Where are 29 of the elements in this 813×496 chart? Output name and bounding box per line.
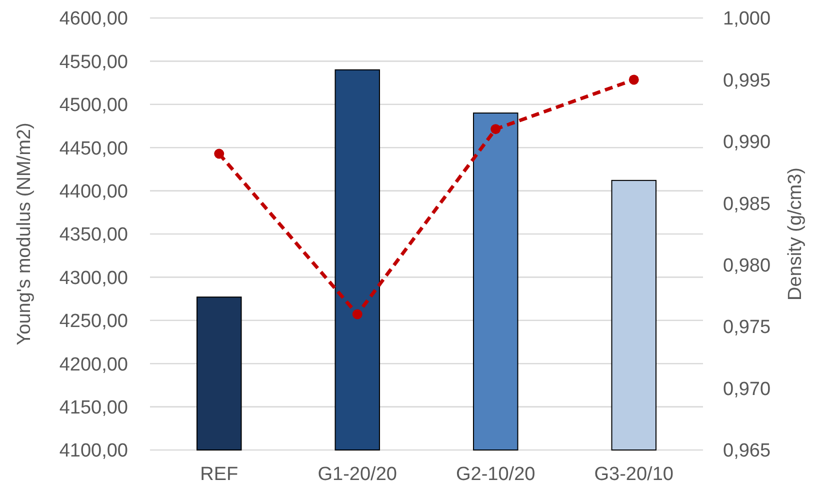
y-tick-label: 4400,00 xyxy=(59,181,128,202)
y-tick-label: 4150,00 xyxy=(59,397,128,418)
x-tick-label: REF xyxy=(200,464,238,485)
y-tick-label: 4450,00 xyxy=(59,138,128,160)
y2-axis-title: Density (g/cm3) xyxy=(785,167,806,301)
x-tick-label: G2-10/20 xyxy=(456,464,536,485)
y2-tick-label: 0,980 xyxy=(723,256,771,277)
y-tick-label: 4500,00 xyxy=(59,95,128,116)
point xyxy=(628,74,639,85)
y-tick-label: 4100,00 xyxy=(59,440,128,462)
y-tick-label: 4200,00 xyxy=(59,354,128,376)
y2-tick-label: 0,995 xyxy=(723,70,771,92)
point xyxy=(490,124,501,134)
y2-tick-label: 0,965 xyxy=(723,440,771,462)
x-tick-label: G3-20/10 xyxy=(594,464,674,485)
point xyxy=(214,148,224,159)
y2-tick-label: 0,975 xyxy=(723,317,771,338)
y2-tick-label: 0,985 xyxy=(723,194,771,215)
y-tick-label: 4550,00 xyxy=(59,52,128,73)
y-tick-label: 4600,00 xyxy=(59,8,128,30)
y2-tick-label: 0,990 xyxy=(723,132,771,154)
x-tick-label: G1-20/20 xyxy=(318,464,397,485)
y2-tick-label: 0,970 xyxy=(723,378,771,400)
y2-tick-label: 1,000 xyxy=(723,8,771,30)
point xyxy=(352,309,362,320)
y-axis-title: Young's modulus (NM/m2) xyxy=(14,122,35,346)
y-tick-label: 4250,00 xyxy=(59,311,128,332)
y-tick-label: 4350,00 xyxy=(59,224,128,246)
y-tick-label: 4300,00 xyxy=(59,268,128,289)
